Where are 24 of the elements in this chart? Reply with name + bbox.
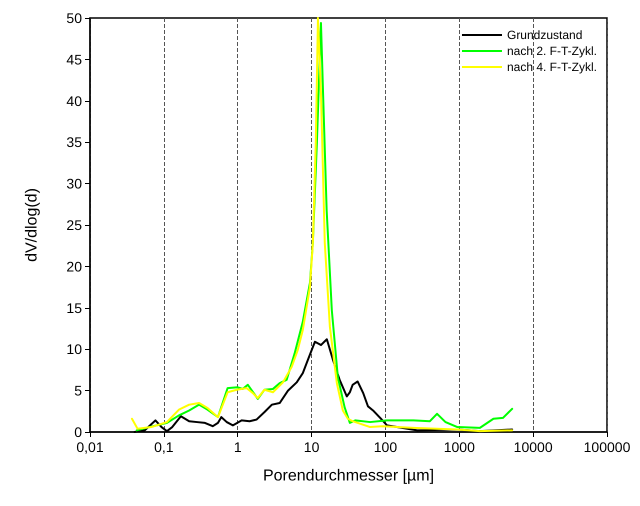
- x-tick-label: 1: [234, 439, 242, 455]
- y-tick-label: 50: [66, 10, 82, 26]
- legend-label: nach 2. F-T-Zykl.: [506, 44, 598, 58]
- y-tick-label: 0: [74, 424, 82, 440]
- x-tick-label: 100: [374, 439, 398, 455]
- x-tick-label: 0,1: [154, 439, 174, 455]
- y-axis-title: dV/dlog(d): [24, 188, 40, 262]
- y-tick-label: 35: [66, 134, 82, 150]
- x-tick-label: 10: [304, 439, 320, 455]
- y-tick-label: 45: [66, 51, 82, 68]
- y-tick-label: 20: [66, 258, 82, 274]
- x-tick-label: 10000: [514, 439, 553, 455]
- legend-label: Grundzustand: [506, 28, 582, 42]
- legend-label: nach 4. F-T-Zykl.: [506, 60, 598, 74]
- x-tick-label: 0,01: [76, 439, 104, 455]
- y-tick-label: 5: [74, 382, 82, 399]
- x-tick-label: 100000: [584, 439, 631, 455]
- y-tick-label: 15: [66, 300, 82, 316]
- y-tick-label: 25: [66, 217, 82, 233]
- x-tick-label: 1000: [444, 439, 476, 455]
- y-tick-label: 10: [66, 341, 82, 358]
- x-axis-title: Porendurchmesser [µm]: [262, 468, 434, 484]
- y-tick-label: 30: [66, 176, 82, 192]
- y-tick-label: 40: [66, 92, 82, 109]
